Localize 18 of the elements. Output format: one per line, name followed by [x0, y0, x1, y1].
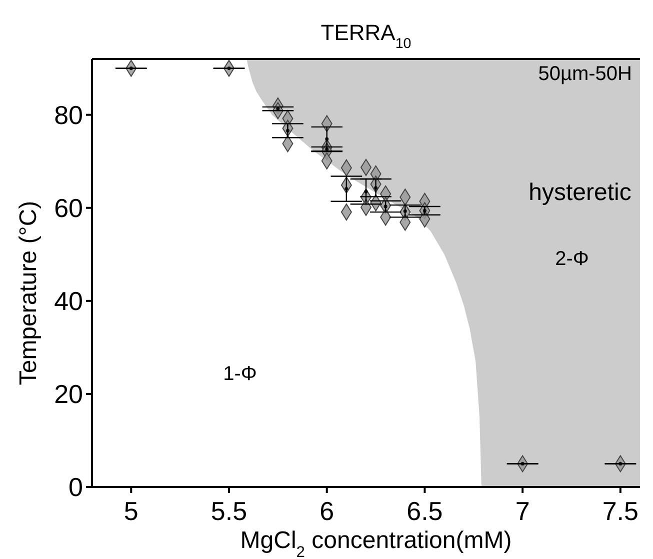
x-tick-label: 7	[515, 496, 530, 526]
x-tick-label: 7.5	[602, 496, 639, 526]
chart-title: TERRA$_{10}$	[320, 20, 412, 52]
x-tick-label: 6.5	[406, 496, 443, 526]
annotation: 1-Φ	[223, 363, 257, 385]
y-tick-label: 0	[68, 472, 83, 502]
y-tick-label: 80	[54, 100, 83, 130]
x-tick-label: 5.5	[210, 496, 248, 526]
x-axis-title: MgCl$_{2}$ concentration(mM)	[240, 527, 512, 559]
annotation: 2-Φ	[555, 248, 589, 270]
x-tick-label: 6	[320, 496, 334, 526]
y-axis-title: Temperature (°C)	[15, 200, 42, 386]
x-tick-label: 5	[124, 496, 138, 526]
y-tick-label: 20	[54, 378, 83, 409]
y-tick-label: 60	[54, 192, 83, 223]
annotation: 50µm-50H	[538, 63, 632, 85]
y-tick-label: 40	[54, 286, 83, 316]
annotation: hysteretic	[528, 179, 632, 206]
